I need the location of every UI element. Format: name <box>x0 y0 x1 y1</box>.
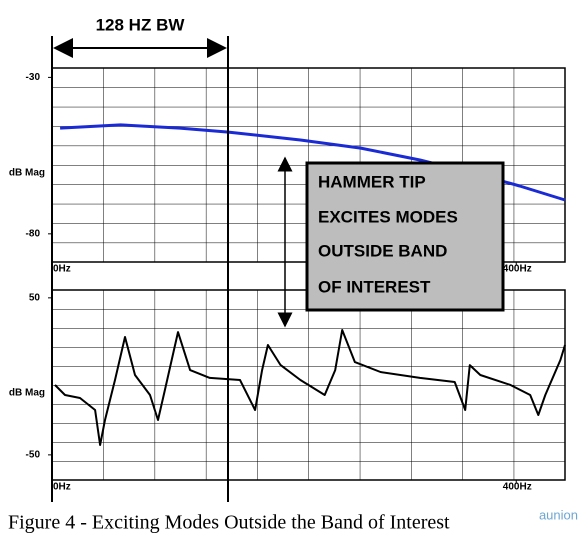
note-box <box>305 161 505 312</box>
x-tick-label: 0Hz <box>53 482 71 493</box>
x-tick-label: 400Hz <box>503 264 532 275</box>
y-axis-label: dB Mag <box>9 388 45 399</box>
bandwidth-label: 128 HZ BW <box>96 15 186 34</box>
y-axis-label: dB Mag <box>9 168 45 179</box>
y-tick-label: -50 <box>26 450 41 461</box>
y-tick-label: -30 <box>26 72 41 83</box>
note-line: OUTSIDE BAND <box>318 241 447 260</box>
y-tick-label: 50 <box>29 292 41 303</box>
x-tick-label: 0Hz <box>53 264 71 275</box>
note-line: OF INTEREST <box>318 277 431 296</box>
note-line: HAMMER TIP <box>318 172 426 191</box>
note-line: EXCITES MODES <box>318 207 458 226</box>
y-tick-label: -80 <box>26 228 41 239</box>
x-tick-label: 400Hz <box>503 482 532 493</box>
watermark: aunion <box>539 507 578 522</box>
line <box>54 329 566 446</box>
caption: Figure 4 - Exciting Modes Outside the Ba… <box>8 512 450 534</box>
